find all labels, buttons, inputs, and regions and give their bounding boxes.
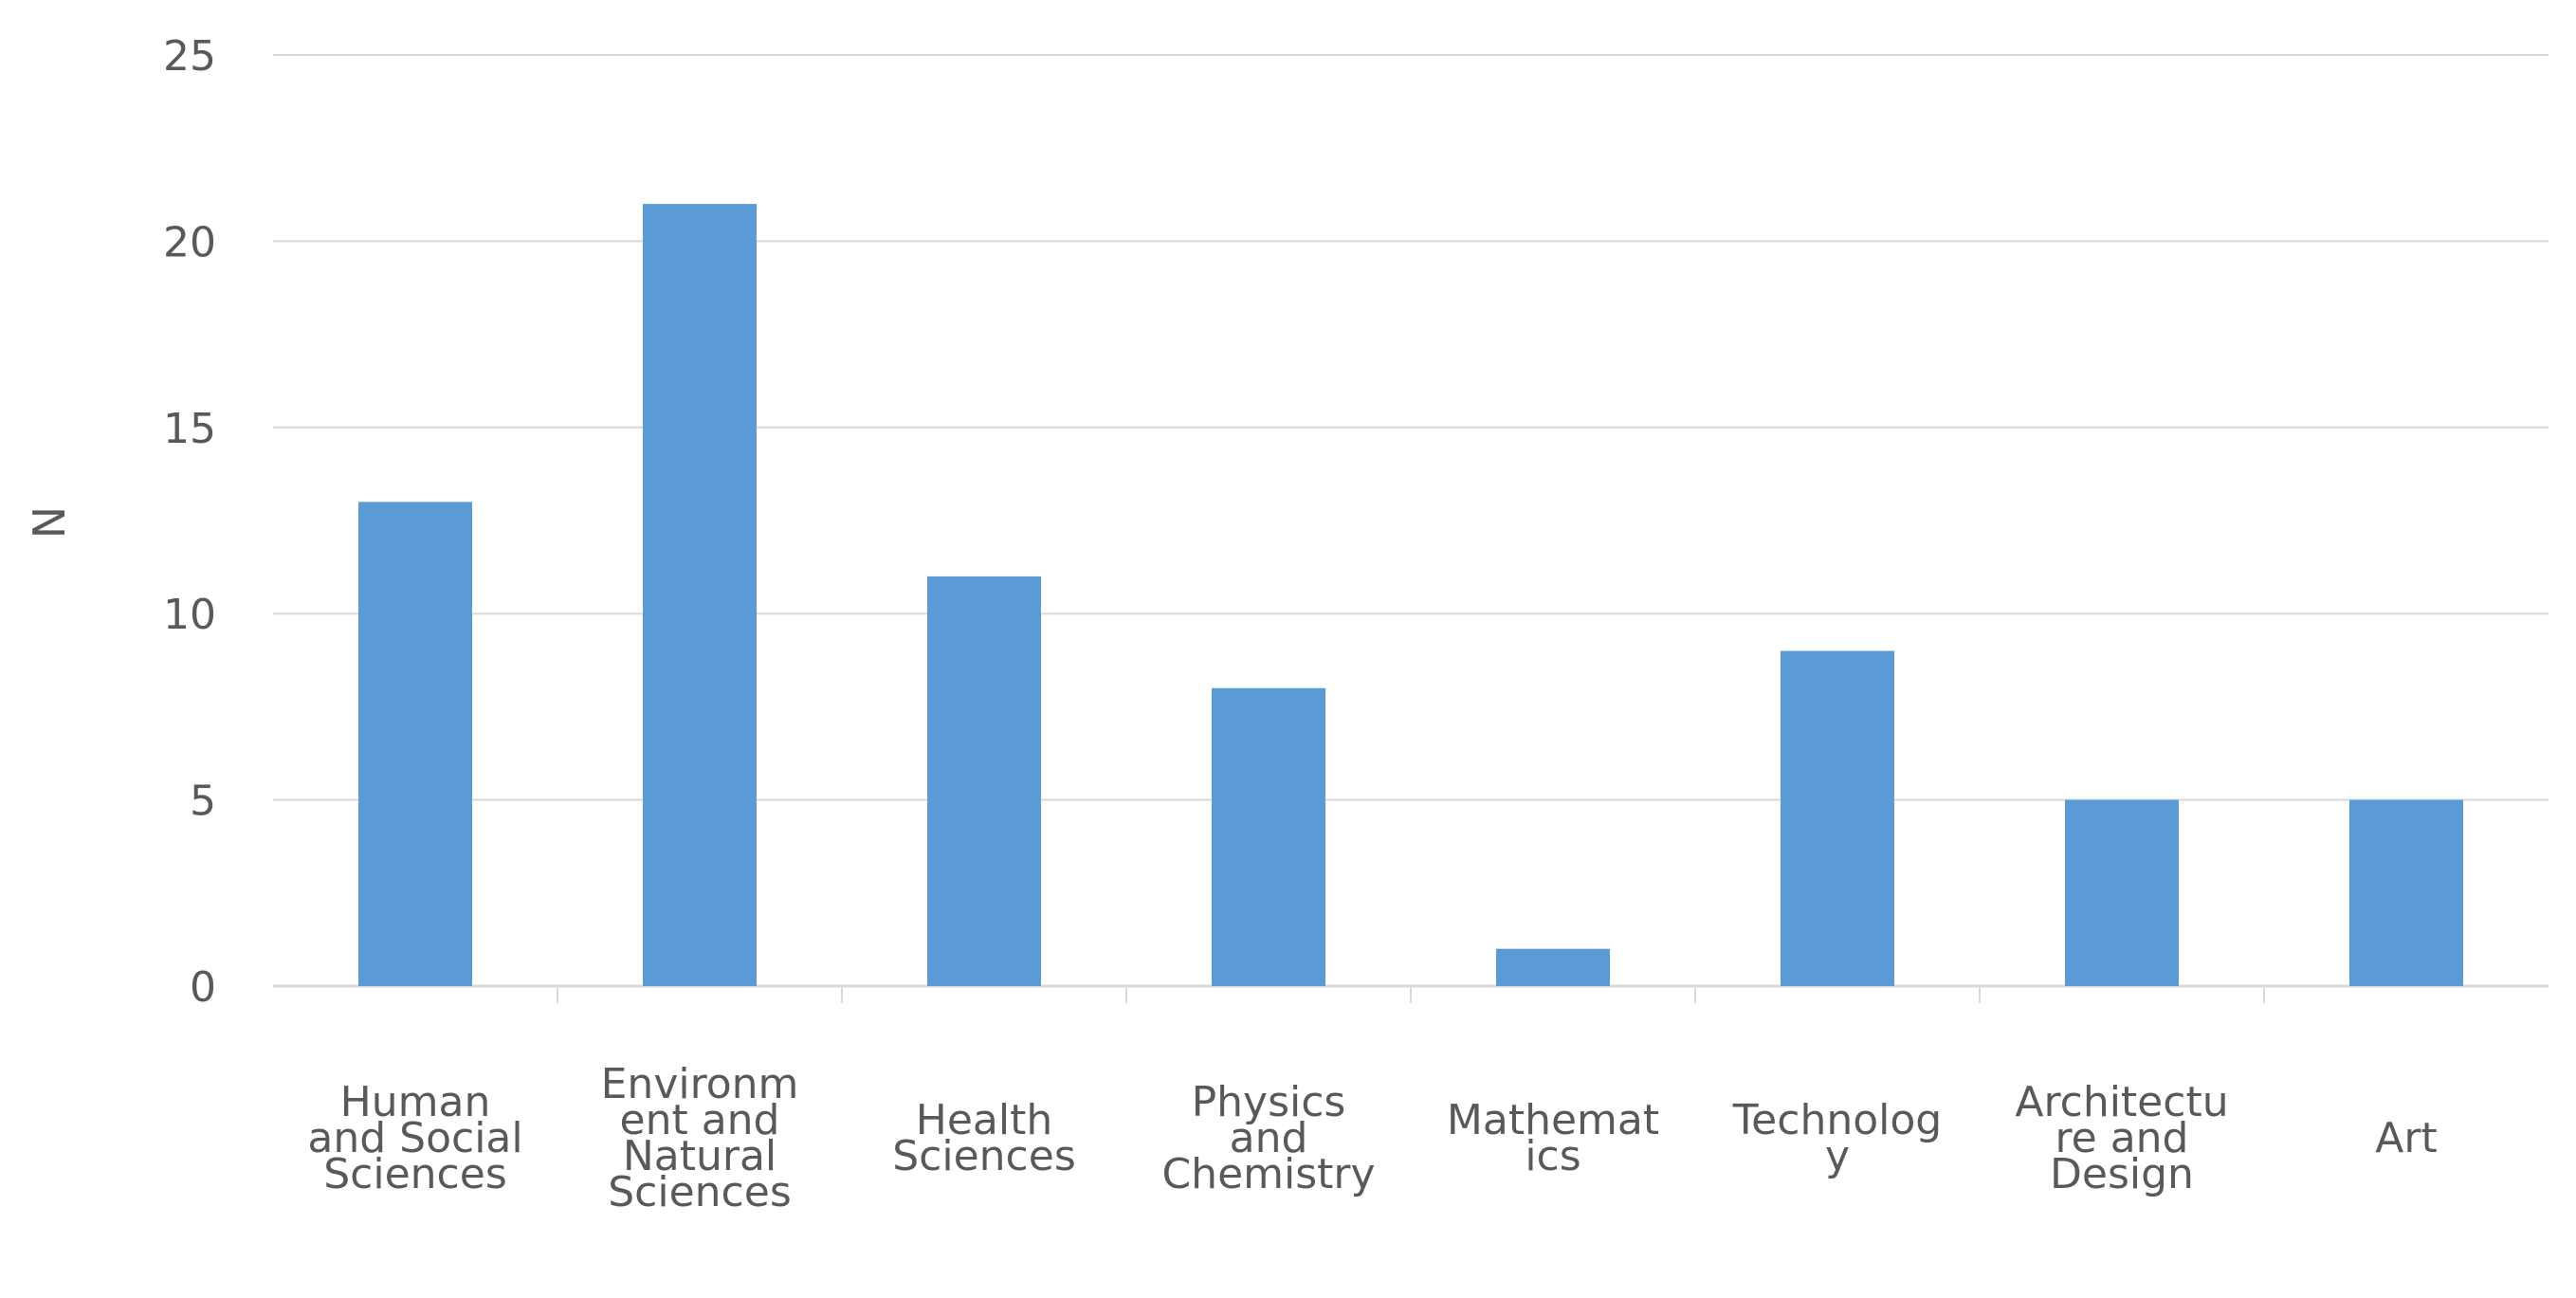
bars: [358, 204, 2463, 986]
y-tick-label-5: 5: [190, 777, 216, 826]
bar-7: [2349, 799, 2463, 986]
x-tick-label-line: Environm: [601, 1060, 799, 1108]
x-tick-label-0: Human and Social Sciences: [307, 1078, 522, 1198]
x-tick-label-line: Design: [2050, 1150, 2194, 1198]
x-tick-label-line: Natural: [623, 1132, 776, 1180]
x-tick-label-4: Mathemat ics: [1447, 1096, 1659, 1180]
x-tick-label-3: Physics and Chemistry: [1161, 1078, 1375, 1198]
x-tick-label-line: re and: [2055, 1114, 2189, 1162]
y-tick-label-25: 25: [163, 32, 216, 81]
gridlines: [273, 54, 2549, 1003]
x-tick-label-6: Architectu re and Design: [2015, 1078, 2228, 1198]
bar-4: [1496, 948, 1610, 986]
x-tick-label-line: and: [1230, 1114, 1308, 1162]
y-tick-label-10: 10: [163, 591, 216, 639]
x-tick-label-2: Health Sciences: [892, 1096, 1076, 1180]
bar-3: [1212, 687, 1325, 986]
x-tick-label-line: Physics: [1192, 1078, 1346, 1126]
x-tick-label-7: Art: [2375, 1114, 2437, 1162]
x-tick-label-line: y: [1825, 1132, 1850, 1180]
x-tick-label-line: Technolog: [1732, 1096, 1942, 1144]
x-tick-label-line: and Social: [307, 1114, 522, 1162]
y-tick-label-20: 20: [163, 218, 216, 266]
x-tick-label-line: ics: [1525, 1132, 1580, 1180]
x-tick-label-line: ent and: [620, 1096, 780, 1144]
x-tick-label-line: Health: [916, 1096, 1052, 1144]
x-tick-label-line: Sciences: [892, 1132, 1076, 1180]
bar-1: [643, 204, 757, 986]
x-tick-label-line: Sciences: [323, 1150, 507, 1198]
x-tick-label-line: Chemistry: [1161, 1150, 1375, 1198]
y-axis-label: N: [24, 506, 75, 539]
y-tick-label-15: 15: [163, 405, 216, 453]
bar-5: [1781, 650, 1894, 986]
y-tick-label-0: 0: [190, 963, 216, 1012]
bar-0: [358, 502, 472, 986]
x-tick-label-line: Sciences: [608, 1168, 792, 1216]
bar-6: [2065, 799, 2179, 986]
x-tick-label-line: Architectu: [2015, 1078, 2228, 1126]
bar-2: [927, 576, 1041, 986]
x-tick-label-line: Human: [340, 1078, 491, 1126]
y-tick-labels: 0 5 10 15 20 25: [163, 32, 216, 1012]
x-tick-label-5: Technolog y: [1732, 1096, 1942, 1180]
x-tick-label-1: Environm ent and Natural Sciences: [601, 1060, 799, 1216]
x-tick-label-line: Art: [2375, 1114, 2437, 1162]
x-tick-label-line: Mathemat: [1447, 1096, 1659, 1144]
